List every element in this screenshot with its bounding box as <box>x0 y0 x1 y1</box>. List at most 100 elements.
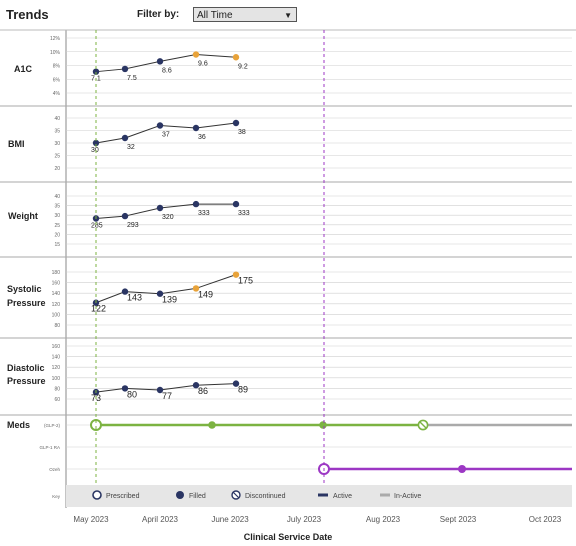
toolbar: Trends Filter by: All Time ▼ <box>0 0 576 30</box>
discontinued-icon[interactable] <box>417 419 429 431</box>
legend-item-filled: Filled <box>189 493 206 500</box>
data-point[interactable] <box>232 380 240 387</box>
y-tick-label: 15 <box>54 242 60 248</box>
prescribed-icon <box>92 490 102 500</box>
filter-dropdown[interactable]: All Time ▼ <box>193 7 297 22</box>
y-tick-label: 160 <box>52 344 61 350</box>
filled-icon[interactable] <box>319 421 327 429</box>
y-tick-label: 30 <box>54 213 60 219</box>
data-point[interactable] <box>232 200 240 208</box>
y-tick-label: 160 <box>52 281 61 287</box>
y-tick-label: 180 <box>52 270 61 276</box>
data-label: 333 <box>238 210 250 217</box>
data-point[interactable] <box>156 386 164 394</box>
data-label: 77 <box>162 391 172 401</box>
series-line-a1c <box>95 53 237 73</box>
y-tick-label: 35 <box>54 129 60 135</box>
data-label: 37 <box>162 132 170 139</box>
y-tick-label: 120 <box>52 302 61 308</box>
data-point[interactable] <box>192 200 200 208</box>
legend-item-prescribed: Prescribed <box>106 493 140 500</box>
data-label: 8.6 <box>162 67 172 74</box>
data-label: 285 <box>91 223 103 230</box>
data-point[interactable] <box>192 51 200 58</box>
panel-label-a1c: A1C <box>14 64 33 74</box>
data-point[interactable] <box>192 382 200 389</box>
series-line-diastolic-pressure <box>95 383 237 393</box>
data-point[interactable] <box>192 285 200 292</box>
y-tick-label: 20 <box>54 232 60 238</box>
y-tick-label: 100 <box>52 312 61 318</box>
data-point[interactable] <box>92 139 100 147</box>
x-tick-label: April 2023 <box>142 515 179 524</box>
y-tick-label: 25 <box>54 154 60 160</box>
data-point[interactable] <box>121 288 129 295</box>
med-row-label: Ozeh <box>49 467 60 472</box>
y-tick-label: 60 <box>54 397 60 403</box>
data-point[interactable] <box>232 119 240 127</box>
y-tick-label: 6% <box>53 77 61 83</box>
data-point[interactable] <box>92 68 100 75</box>
data-point[interactable] <box>156 58 164 65</box>
legend-bar <box>66 485 572 507</box>
y-tick-label: 80 <box>54 323 60 329</box>
legend-item-inactive: In-Active <box>394 493 421 500</box>
data-point[interactable] <box>92 215 100 222</box>
y-tick-label: 12% <box>50 36 61 42</box>
data-point[interactable] <box>232 54 240 61</box>
data-label: 7.5 <box>127 75 137 82</box>
discontinued-icon <box>232 491 240 499</box>
data-label: 86 <box>198 386 208 396</box>
data-point[interactable] <box>121 134 129 142</box>
data-label: 32 <box>127 144 135 151</box>
data-point[interactable] <box>232 271 240 278</box>
filter-label: Filter by: <box>137 9 180 20</box>
y-tick-label: 10% <box>50 50 61 56</box>
legend-key-label: Key <box>52 494 61 499</box>
y-tick-label: 20 <box>54 166 60 172</box>
data-label: 30 <box>91 147 99 154</box>
med-row-label: GLP-1 RA <box>39 445 60 450</box>
data-label: 80 <box>127 389 137 399</box>
data-point[interactable] <box>156 290 164 297</box>
data-point[interactable] <box>156 122 164 129</box>
data-label: 149 <box>198 289 213 299</box>
y-tick-label: 140 <box>52 355 61 361</box>
filled-icon <box>176 491 184 499</box>
y-tick-label: 4% <box>53 91 61 97</box>
y-tick-label: 80 <box>54 386 60 392</box>
data-point[interactable] <box>92 388 100 396</box>
data-label: 175 <box>238 276 253 286</box>
data-label: 122 <box>91 304 106 314</box>
filled-icon[interactable] <box>208 421 216 429</box>
series-line-weight <box>95 203 236 219</box>
legend-item-active: Active <box>333 493 352 500</box>
data-label: 89 <box>238 385 248 395</box>
prescribed-icon[interactable] <box>90 419 102 431</box>
panel-label-weight: Weight <box>8 211 38 221</box>
data-point[interactable] <box>121 65 129 73</box>
data-label: 293 <box>127 222 139 229</box>
filled-icon[interactable] <box>458 465 466 473</box>
panel-label-diastolic-pressure: Pressure <box>7 376 46 386</box>
data-label: 36 <box>198 134 206 141</box>
data-point[interactable] <box>92 299 100 306</box>
data-point[interactable] <box>121 212 129 220</box>
data-point[interactable] <box>192 124 200 132</box>
med-row-label: (GLP-2) <box>44 423 61 428</box>
y-tick-label: 8% <box>53 64 61 70</box>
chevron-down-icon: ▼ <box>284 11 292 20</box>
discontinued-icon <box>231 490 241 500</box>
data-point[interactable] <box>156 204 164 212</box>
panel-label-systolic-pressure: Pressure <box>7 298 46 308</box>
panel-label-diastolic-pressure: Diastolic <box>7 363 45 373</box>
panel-label-bmi: BMI <box>8 139 25 149</box>
y-tick-label: 25 <box>54 223 60 229</box>
x-axis-title: Clinical Service Date <box>243 532 333 542</box>
data-label: 9.6 <box>198 61 208 68</box>
data-label: 333 <box>198 210 210 217</box>
data-point[interactable] <box>121 385 129 392</box>
y-tick-label: 120 <box>52 365 61 371</box>
prescribed-icon[interactable] <box>318 463 330 475</box>
